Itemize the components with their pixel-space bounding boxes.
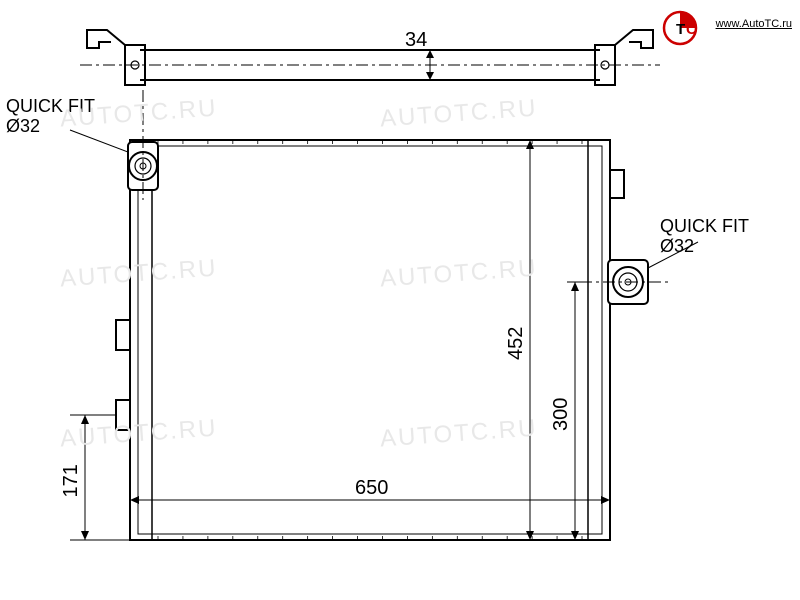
svg-text:452: 452 — [505, 327, 527, 360]
svg-text:650: 650 — [355, 477, 388, 499]
svg-text:Ø32: Ø32 — [6, 116, 40, 136]
svg-text:QUICK FIT: QUICK FIT — [660, 216, 749, 236]
svg-text:300: 300 — [550, 398, 572, 431]
svg-text:34: 34 — [405, 29, 427, 51]
site-url: www.AutoTC.ru — [716, 18, 792, 30]
svg-text:QUICK FIT: QUICK FIT — [6, 96, 95, 116]
technical-drawing: 34QUICK FITØ32QUICK FITØ32650452300171 — [0, 0, 800, 600]
svg-text:C: C — [686, 21, 697, 38]
svg-text:171: 171 — [60, 464, 82, 497]
logo: T C — [662, 8, 710, 48]
svg-text:T: T — [676, 21, 685, 38]
svg-text:Ø32: Ø32 — [660, 236, 694, 256]
